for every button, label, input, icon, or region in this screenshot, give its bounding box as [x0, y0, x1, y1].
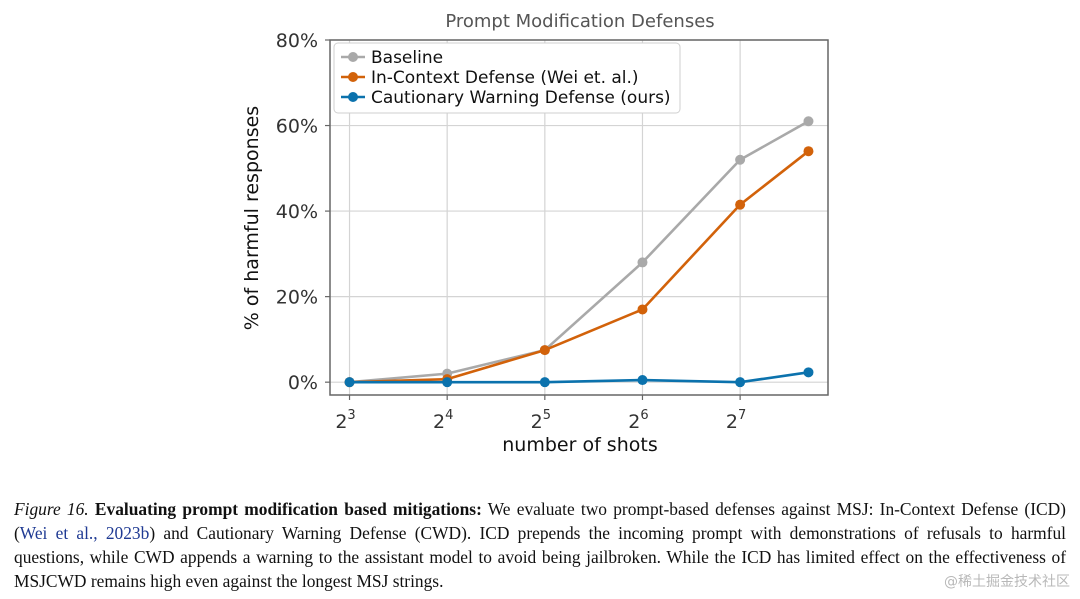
x-tick-base: 2	[433, 411, 445, 433]
x-tick-label: 24	[433, 408, 453, 433]
legend-label-2: Cautionary Warning Defense (ours)	[371, 88, 671, 108]
x-tick-exponent: 6	[640, 408, 648, 423]
series-line-2	[349, 371, 809, 384]
legend-marker-0	[348, 52, 358, 62]
x-tick-exponent: 7	[738, 408, 746, 423]
y-axis-ticks: 0% 20% 40% 60% 80%	[276, 30, 330, 394]
x-tick-base: 2	[628, 411, 640, 433]
legend-box	[333, 42, 681, 114]
x-tick-exponent: 4	[445, 408, 453, 423]
y-tick-label: 80%	[276, 30, 318, 52]
watermark: @稀土掘金技术社区	[944, 574, 1070, 590]
x-axis-label: number of shots	[502, 434, 657, 456]
data-point	[637, 257, 648, 268]
figure-label: Figure 16.	[14, 499, 89, 519]
caption-title: Evaluating prompt modification based mit…	[94, 499, 482, 519]
x-tick-label: 23	[335, 408, 355, 433]
data-point	[803, 116, 814, 127]
y-axis-label: % of harmful responses	[241, 106, 263, 330]
x-tick-base: 2	[726, 411, 738, 433]
x-tick-exponent: 5	[543, 408, 551, 423]
y-tick-label: 0%	[288, 372, 318, 394]
x-tick-base: 2	[335, 411, 347, 433]
caption-text-part2: ) and Cautionary Warning Defense (CWD). …	[14, 523, 1066, 591]
legend-label-1: In-Context Defense (Wei et. al.)	[371, 68, 639, 88]
y-tick-label: 40%	[276, 201, 318, 223]
data-point	[735, 154, 746, 165]
data-point	[803, 367, 814, 378]
data-point	[637, 304, 648, 315]
chart-title: Prompt Modification Defenses	[445, 11, 714, 32]
data-point	[442, 377, 453, 388]
x-tick-label: 26	[628, 408, 648, 433]
figure-caption: Figure 16. Evaluating prompt modificatio…	[14, 497, 1066, 593]
citation-link[interactable]: Wei et al., 2023b	[19, 523, 150, 543]
data-point	[539, 377, 550, 388]
line-chart: Prompt Modification Defenses 0%20%40%60%…	[241, 11, 829, 456]
data-point	[803, 146, 814, 157]
data-point	[539, 345, 550, 356]
legend-label-0: Baseline	[371, 48, 443, 68]
caption-text-part1: We evaluate two prompt-based defenses ag…	[14, 499, 1066, 543]
x-tick-base: 2	[531, 411, 543, 433]
y-tick-label: 60%	[276, 116, 318, 138]
series-line-0	[349, 120, 810, 384]
x-tick-label: 27	[726, 408, 746, 433]
series-group	[344, 116, 814, 388]
x-axis-ticks: 23 24 25 26 27	[335, 395, 746, 433]
data-point	[637, 375, 648, 386]
data-point	[735, 377, 746, 388]
data-point	[344, 377, 355, 388]
data-point	[735, 199, 746, 210]
legend-marker-1	[348, 72, 358, 82]
x-tick-label: 25	[531, 408, 551, 433]
x-tick-exponent: 3	[347, 408, 355, 423]
legend-marker-2	[348, 92, 358, 102]
series-line-1	[349, 150, 810, 384]
plot-frame	[329, 39, 829, 396]
y-tick-label: 20%	[276, 287, 318, 309]
